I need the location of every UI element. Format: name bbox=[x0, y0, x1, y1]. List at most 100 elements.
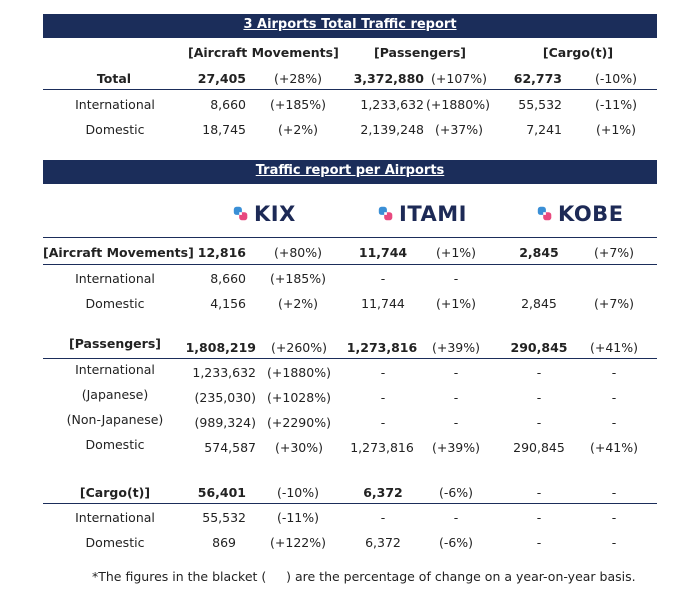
itami-passengers-intl-pct: - bbox=[453, 365, 459, 380]
cargo-dom-label: Domestic bbox=[85, 535, 145, 550]
kobe-cargo-pct: - bbox=[611, 485, 617, 500]
kobe-passengers-non-japanese: - bbox=[536, 415, 542, 430]
itami-passengers-japanese-pct: - bbox=[453, 390, 459, 405]
itami-passengers-pct: (+39%) bbox=[431, 340, 480, 355]
kix-cargo-dom: 869 bbox=[212, 535, 236, 550]
kix-passengers-non-japanese-pct: (+2290%) bbox=[267, 415, 331, 430]
passengers-intl-label: International bbox=[75, 362, 155, 377]
kobe-cargo-intl-pct: - bbox=[611, 510, 617, 525]
intl-passengers: 1,233,632 bbox=[360, 97, 424, 112]
kix-passengers-non-japanese: (989,324) bbox=[194, 415, 256, 430]
kobe-movements-pct: (+7%) bbox=[593, 245, 635, 260]
passengers-dom-label: Domestic bbox=[85, 437, 145, 452]
col-header-movements: [Aircraft Movements] bbox=[188, 45, 339, 60]
kix-movements-dom: 4,156 bbox=[210, 296, 246, 311]
kix-movements-pct: (+80%) bbox=[273, 245, 322, 260]
divider bbox=[43, 264, 657, 265]
passengers-japanese-label: (Japanese) bbox=[81, 387, 149, 402]
kobe-cargo-dom-pct: - bbox=[611, 535, 617, 550]
cargo-header: [Cargo(t)] bbox=[79, 485, 151, 500]
airports-report-header: Traffic report per Airports bbox=[43, 160, 657, 184]
itami-cargo: 6,372 bbox=[363, 485, 403, 500]
kix-cargo-pct: (-10%) bbox=[276, 485, 320, 500]
movements-header: [Aircraft Movements] bbox=[43, 245, 194, 260]
kix-passengers-intl: 1,233,632 bbox=[192, 365, 256, 380]
intl-movements-pct: (+185%) bbox=[270, 97, 326, 112]
row-label-domestic: Domestic bbox=[85, 122, 145, 137]
total-cargo: 62,773 bbox=[513, 71, 562, 86]
kix-logo: KIX bbox=[232, 202, 296, 226]
total-report-header: 3 Airports Total Traffic report bbox=[43, 14, 657, 38]
kix-movements: 12,816 bbox=[197, 245, 246, 260]
kobe-passengers-dom-pct: (+41%) bbox=[589, 440, 638, 455]
itami-logo: ITAMI bbox=[377, 202, 467, 226]
dom-movements-pct: (+2%) bbox=[277, 122, 319, 137]
kix-movements-intl: 8,660 bbox=[210, 271, 246, 286]
col-header-passengers: [Passengers] bbox=[374, 45, 466, 60]
total-passengers-pct: (+107%) bbox=[431, 71, 487, 86]
total-report-title: 3 Airports Total Traffic report bbox=[243, 17, 457, 32]
kobe-passengers: 290,845 bbox=[510, 340, 568, 355]
kobe-passengers-japanese: - bbox=[536, 390, 542, 405]
kix-passengers: 1,808,219 bbox=[185, 340, 256, 355]
kobe-passengers-intl: - bbox=[536, 365, 542, 380]
kobe-logo-text: KOBE bbox=[558, 202, 624, 226]
itami-passengers-dom: 1,273,816 bbox=[350, 440, 414, 455]
kobe-passengers-intl-pct: - bbox=[611, 365, 617, 380]
intl-movements: 8,660 bbox=[210, 97, 246, 112]
divider bbox=[43, 89, 657, 90]
kix-logo-text: KIX bbox=[254, 202, 296, 226]
itami-passengers: 1,273,816 bbox=[346, 340, 418, 355]
kobe-cargo-dom: - bbox=[536, 535, 542, 550]
kobe-passengers-dom: 290,845 bbox=[513, 440, 565, 455]
itami-cargo-intl: - bbox=[380, 510, 386, 525]
kobe-passengers-non-japanese-pct: - bbox=[611, 415, 617, 430]
kix-cargo-dom-pct: (+122%) bbox=[270, 535, 326, 550]
footnote: *The figures in the blacket ( ) are the … bbox=[92, 569, 636, 584]
cargo-intl-label: International bbox=[75, 510, 155, 525]
kix-movements-intl-pct: (+185%) bbox=[270, 271, 326, 286]
itami-passengers-japanese: - bbox=[380, 390, 386, 405]
kobe-passengers-japanese-pct: - bbox=[611, 390, 617, 405]
intl-cargo: 55,532 bbox=[518, 97, 562, 112]
total-movements: 27,405 bbox=[197, 71, 246, 86]
itami-logo-mark-icon bbox=[378, 206, 393, 221]
airports-report-title: Traffic report per Airports bbox=[255, 163, 445, 178]
row-label-total: Total bbox=[96, 71, 132, 86]
itami-movements-intl-pct: - bbox=[453, 271, 459, 286]
itami-cargo-intl-pct: - bbox=[453, 510, 459, 525]
itami-cargo-dom-pct: (-6%) bbox=[438, 535, 474, 550]
kix-cargo-intl-pct: (-11%) bbox=[276, 510, 320, 525]
itami-movements-dom: 11,744 bbox=[361, 296, 405, 311]
kix-passengers-japanese-pct: (+1028%) bbox=[267, 390, 331, 405]
kobe-cargo-intl: - bbox=[536, 510, 542, 525]
col-header-cargo: [Cargo(t)] bbox=[542, 45, 614, 60]
dom-cargo-pct: (+1%) bbox=[595, 122, 637, 137]
intl-cargo-pct: (-11%) bbox=[594, 97, 638, 112]
movements-dom-label: Domestic bbox=[85, 296, 145, 311]
divider bbox=[43, 358, 657, 359]
kix-cargo-intl: 55,532 bbox=[202, 510, 246, 525]
kix-passengers-japanese: (235,030) bbox=[194, 390, 256, 405]
itami-passengers-non-japanese: - bbox=[380, 415, 386, 430]
row-label-international: International bbox=[75, 97, 155, 112]
total-passengers: 3,372,880 bbox=[353, 71, 424, 86]
dom-passengers: 2,139,248 bbox=[360, 122, 424, 137]
passengers-header: [Passengers] bbox=[69, 336, 161, 351]
kix-passengers-dom-pct: (+30%) bbox=[274, 440, 323, 455]
itami-logo-text: ITAMI bbox=[399, 202, 467, 226]
kix-passengers-dom: 574,587 bbox=[204, 440, 256, 455]
itami-passengers-dom-pct: (+39%) bbox=[431, 440, 480, 455]
passengers-non-japanese-label: (Non-Japanese) bbox=[66, 412, 164, 427]
itami-passengers-intl: - bbox=[380, 365, 386, 380]
kix-logo-mark-icon bbox=[233, 206, 248, 221]
itami-movements-intl: - bbox=[380, 271, 386, 286]
dom-cargo: 7,241 bbox=[526, 122, 562, 137]
kix-movements-dom-pct: (+2%) bbox=[277, 296, 319, 311]
kix-passengers-pct: (+260%) bbox=[271, 340, 327, 355]
dom-passengers-pct: (+37%) bbox=[434, 122, 483, 137]
intl-passengers-pct: (+1880%) bbox=[426, 97, 490, 112]
kobe-passengers-pct: (+41%) bbox=[589, 340, 638, 355]
dom-movements: 18,745 bbox=[202, 122, 246, 137]
total-cargo-pct: (-10%) bbox=[594, 71, 638, 86]
